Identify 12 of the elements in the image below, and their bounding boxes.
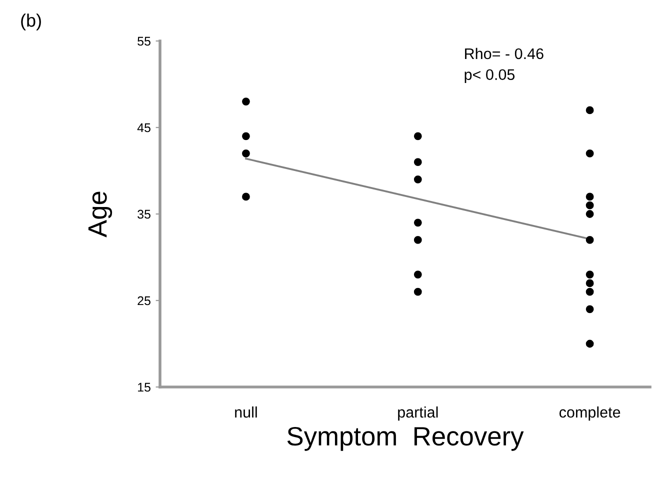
x-tick-label: partial — [398, 406, 438, 421]
x-tick-label: complete — [559, 406, 620, 421]
x-axis-title: Symptom Recovery — [287, 426, 524, 451]
x-tick-label: null — [235, 406, 257, 418]
y-axis-title: Age — [88, 192, 112, 238]
y-tick-label: 25 — [138, 296, 150, 306]
y-tick-label: 15 — [138, 382, 150, 392]
annotation: Rho= - 0.46 p< 0.05 — [464, 48, 544, 84]
text: (b) — [21, 14, 41, 30]
y-tick-label: 55 — [138, 36, 150, 46]
y-tick-label: 35 — [138, 210, 150, 219]
y-tick-label: 45 — [137, 123, 150, 132]
